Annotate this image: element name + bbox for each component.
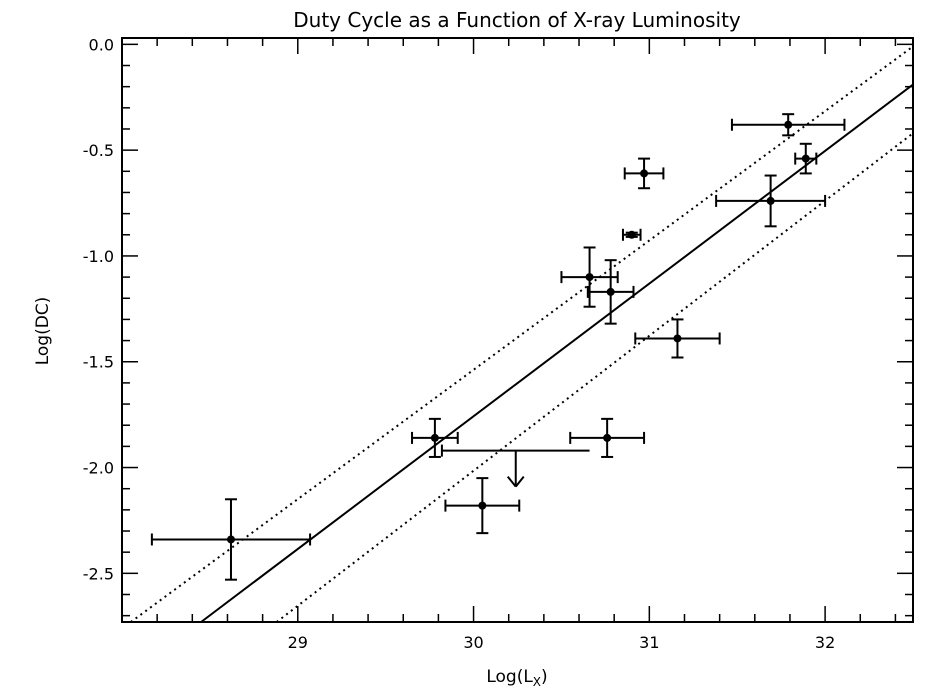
data-marker bbox=[603, 433, 612, 442]
data-point bbox=[634, 318, 721, 359]
x-axis-label-subscript: X bbox=[533, 675, 541, 689]
y-tick-label: -2.0 bbox=[83, 459, 114, 478]
y-tick-label: 0.0 bbox=[89, 35, 114, 54]
y-axis-label: Log(DC) bbox=[33, 297, 53, 366]
y-tick-label: -0.5 bbox=[83, 141, 114, 160]
upper-limit-arrow-head bbox=[514, 475, 525, 488]
upper-limit-arrow-head bbox=[506, 475, 517, 488]
data-marker bbox=[606, 287, 615, 296]
chart-title: Duty Cycle as a Function of X-ray Lumino… bbox=[293, 8, 741, 32]
plot-frame bbox=[121, 37, 914, 623]
data-point bbox=[150, 498, 312, 581]
data-points bbox=[150, 113, 846, 581]
data-point bbox=[444, 477, 521, 535]
data-marker bbox=[478, 501, 487, 510]
x-axis-label: Log(LX) bbox=[486, 667, 547, 689]
upper-limit bbox=[440, 444, 590, 488]
upper-limits bbox=[440, 444, 590, 488]
data-marker bbox=[784, 120, 793, 129]
x-tick-label: 30 bbox=[463, 633, 483, 652]
data-marker bbox=[766, 196, 775, 205]
confidence-line bbox=[130, 45, 914, 623]
data-marker bbox=[673, 334, 682, 343]
y-tick-label: -1.5 bbox=[83, 353, 114, 372]
x-tick-label: 31 bbox=[639, 633, 659, 652]
data-marker bbox=[585, 273, 594, 282]
data-point bbox=[569, 417, 646, 458]
y-axis: 0.0 -0.5 -1.0 -1.5 -2.0 -2.5 bbox=[83, 35, 913, 617]
data-marker bbox=[627, 230, 636, 239]
data-point bbox=[586, 259, 635, 325]
data-point bbox=[794, 142, 818, 175]
x-tick-label: 29 bbox=[288, 633, 308, 652]
data-point bbox=[411, 417, 459, 458]
data-point bbox=[621, 228, 642, 241]
data-marker bbox=[430, 433, 439, 442]
data-point bbox=[623, 157, 665, 190]
data-point bbox=[730, 113, 846, 137]
plot-border bbox=[121, 37, 914, 623]
best-fit-line bbox=[200, 83, 914, 623]
x-axis: 29 30 31 32 bbox=[121, 38, 897, 652]
data-marker bbox=[226, 535, 235, 544]
confidence-line bbox=[276, 132, 914, 623]
x-axis-label-close: ) bbox=[541, 667, 548, 687]
y-tick-label: -2.5 bbox=[83, 564, 114, 583]
x-axis-label-base: Log(L bbox=[486, 667, 533, 687]
data-marker bbox=[640, 169, 649, 178]
x-tick-label: 32 bbox=[815, 633, 835, 652]
data-marker bbox=[801, 154, 810, 163]
y-tick-label: -1.0 bbox=[83, 247, 114, 266]
fit-lines bbox=[130, 45, 914, 623]
data-point bbox=[715, 174, 827, 228]
data-point bbox=[560, 246, 619, 308]
